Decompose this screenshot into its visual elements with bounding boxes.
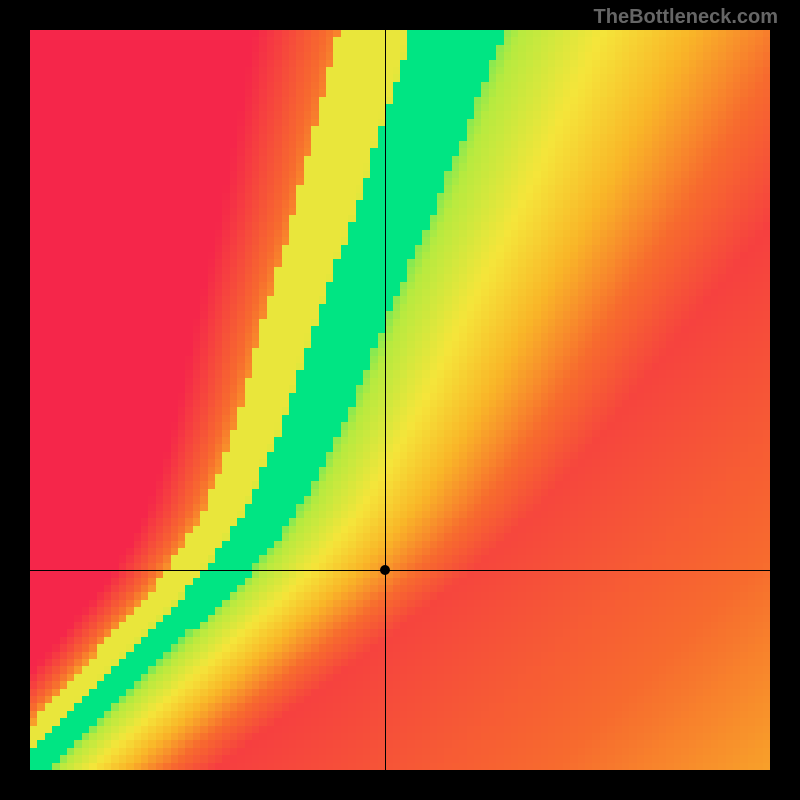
crosshair-dot xyxy=(380,565,390,575)
figure-container: TheBottleneck.com xyxy=(0,0,800,800)
crosshair-horizontal xyxy=(30,570,770,571)
crosshair-vertical xyxy=(385,30,386,770)
plot-area xyxy=(30,30,770,770)
watermark-text: TheBottleneck.com xyxy=(594,6,778,29)
heatmap-canvas xyxy=(30,30,770,770)
